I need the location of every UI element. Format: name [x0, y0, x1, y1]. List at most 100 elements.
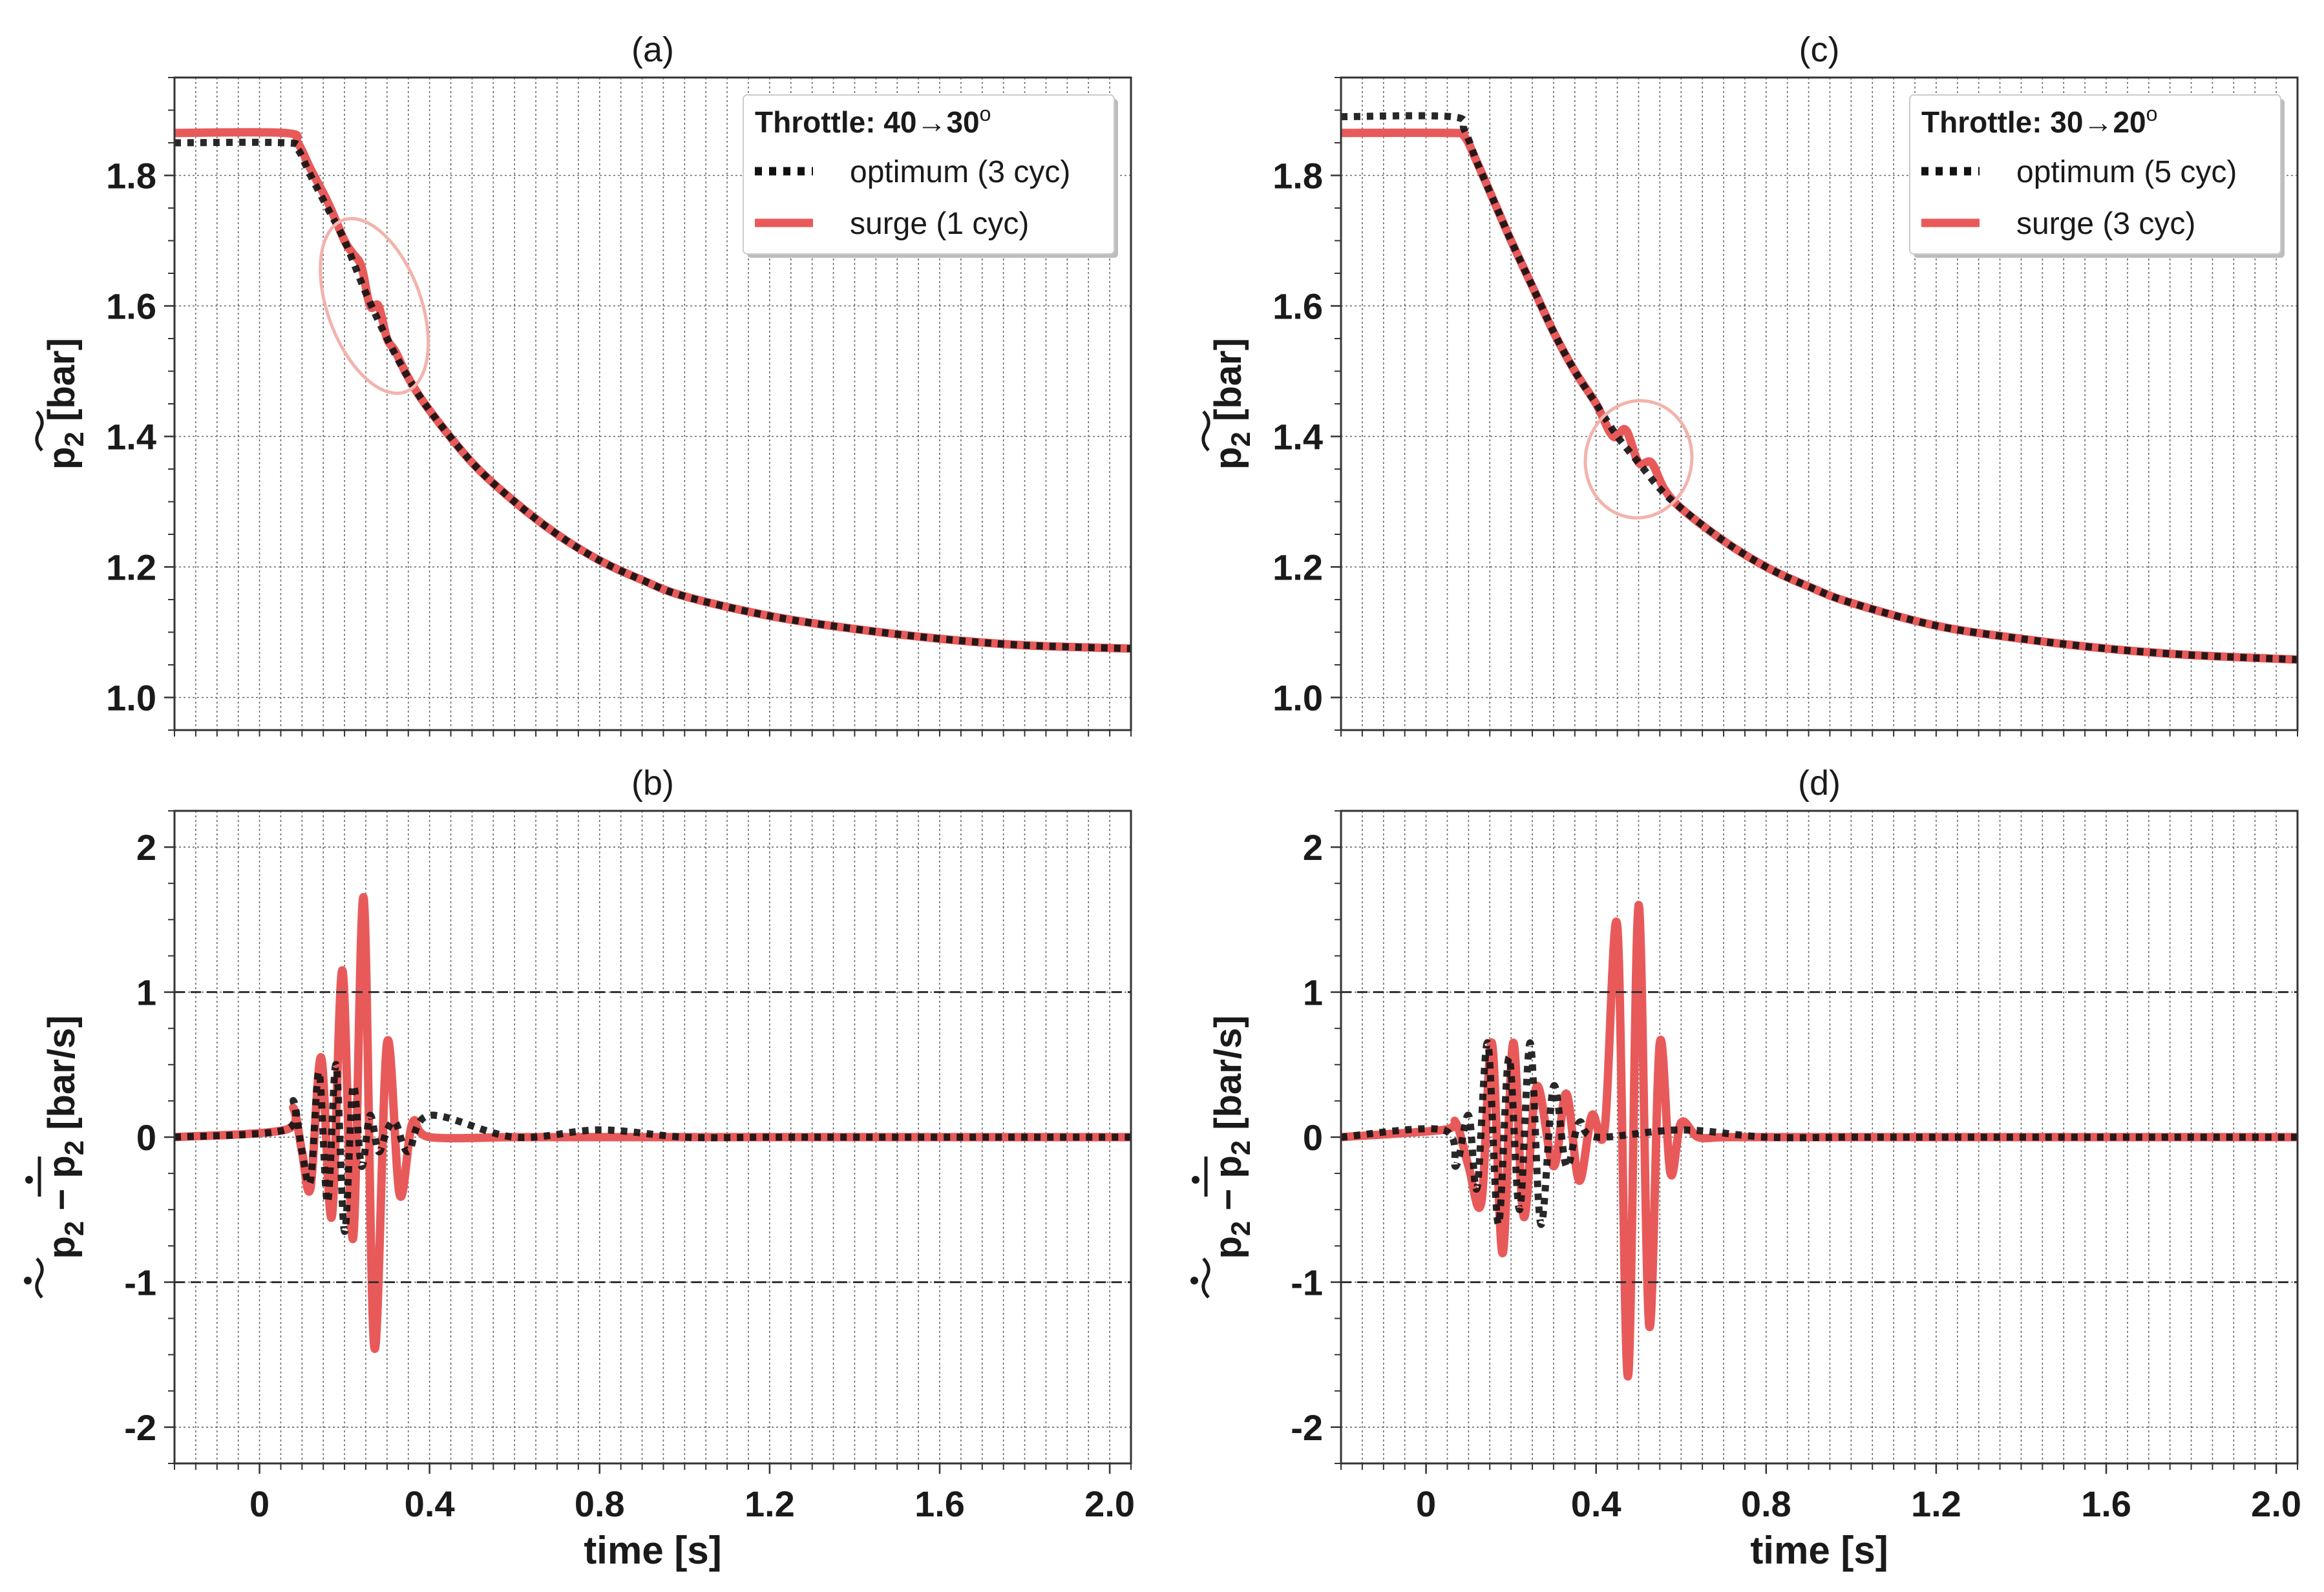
- ylabel-minus: −: [41, 1178, 83, 1221]
- ylabel-sub-2: 2: [59, 1140, 89, 1155]
- ylabel-unit: [bar]: [41, 338, 83, 432]
- y-tick-label: 1: [1303, 972, 1323, 1013]
- annotation-ellipse: [319, 216, 430, 395]
- ylabel-main-2: p: [1207, 1155, 1249, 1178]
- xlabel: time [s]: [1750, 1529, 1888, 1572]
- x-tick-label: 1.6: [914, 1483, 965, 1524]
- x-tick-label: 0: [249, 1483, 269, 1524]
- ylabel-main: p: [41, 1236, 83, 1259]
- y-tick-label: 1.6: [106, 286, 156, 327]
- legend-title-deg: o: [980, 102, 991, 125]
- panel-title: (d): [1798, 764, 1841, 802]
- y-tick-label: -2: [1291, 1407, 1323, 1448]
- y-tick-label: 1.0: [106, 678, 156, 718]
- y-tick-label: 0: [136, 1117, 156, 1158]
- ylabel-unit: [bar/s]: [1207, 1015, 1249, 1140]
- y-tick-label: -1: [1291, 1262, 1323, 1303]
- ylabel-minus: −: [1207, 1178, 1249, 1221]
- y-tick-label: -2: [124, 1407, 156, 1448]
- x-tick-label: 0: [1416, 1483, 1436, 1524]
- y-tick-label: 1.4: [106, 417, 156, 457]
- dot-mark: [24, 1277, 32, 1284]
- legend-optimum-label: optimum (5 cyc): [2016, 155, 2237, 189]
- series-surge-line: [174, 893, 1131, 1354]
- series-optimum-line: [1341, 112, 2298, 664]
- y-tick-label: 1.4: [1273, 417, 1323, 457]
- x-tick-label: 1.2: [745, 1483, 795, 1524]
- ylabel-sub: 2: [1225, 1221, 1256, 1236]
- ylabel-sub: 2: [59, 432, 89, 446]
- y-tick-label: 1.0: [1273, 678, 1323, 718]
- x-tick-label: 0.4: [405, 1483, 455, 1524]
- legend-box: [1909, 94, 2281, 255]
- svg-text:Throttle: 30→20o: Throttle: 30→20o: [1921, 102, 2157, 139]
- y-tick-label: 1: [136, 972, 156, 1013]
- legend-optimum-label: optimum (3 cyc): [850, 155, 1070, 189]
- y-tick-label: 1.6: [1273, 286, 1323, 327]
- y-tick-label: 1.2: [106, 547, 156, 588]
- tilde-mark: [1201, 410, 1210, 452]
- legend-box: [743, 94, 1115, 255]
- panel-title: (a): [631, 30, 674, 69]
- legend-title-bold: Throttle: [755, 105, 865, 139]
- series-optimum-line: [1341, 1039, 2298, 1228]
- annotation-ellipse: [1583, 399, 1694, 520]
- tilde-mark: [35, 410, 44, 452]
- ylabel: p2 [bar]: [1201, 338, 1256, 470]
- tilde-mark: [35, 1257, 44, 1299]
- ylabel-main: p: [1207, 446, 1249, 469]
- legend-surge-label: surge (1 cyc): [850, 207, 1029, 241]
- ylabel-main: p: [41, 446, 83, 469]
- y-tick-label: 2: [136, 827, 156, 868]
- y-tick-label: 1.8: [106, 156, 156, 196]
- ylabel: p2 [bar]: [35, 338, 89, 470]
- x-tick-label: 0.8: [1741, 1483, 1791, 1524]
- series-optimum-line: [174, 138, 1131, 653]
- dot-mark-2: [25, 1176, 33, 1184]
- ylabel-sub-2: 2: [1225, 1140, 1256, 1155]
- dot-mark-2: [1192, 1176, 1199, 1184]
- ylabel-unit: [bar]: [1207, 338, 1249, 432]
- legend-surge-label: surge (3 cyc): [2016, 207, 2195, 241]
- panel-c: (c) p2 [bar] 1.0 1.2 1.4 1.6 1.8 Throttle: 3…: [1201, 30, 2299, 737]
- x-tick-label: 1.2: [1911, 1483, 1961, 1524]
- legend: Throttle: 40→30o optimum (3 cyc) surge (…: [743, 94, 1118, 258]
- panel-title: (c): [1799, 30, 1840, 69]
- svg-text:p2 − p2 [bar/s]: p2 − p2 [bar/s]: [1207, 1015, 1256, 1259]
- x-tick-label: 0.8: [575, 1483, 625, 1524]
- legend-title-rest: : 30→20: [2032, 105, 2146, 139]
- legend-title-bold: Throttle: [1921, 105, 2032, 139]
- ylabel-main: p: [1207, 1236, 1249, 1259]
- y-tick-label: 1.8: [1273, 156, 1323, 196]
- x-tick-label: 0.4: [1571, 1483, 1622, 1524]
- ylabel-sub: 2: [1225, 432, 1256, 446]
- panel-a: (a) p2 [bar] 1.0 1.2 1.4 1.6 1.8 Throttle: 4…: [35, 30, 1132, 737]
- y-tick-label: -1: [124, 1262, 156, 1303]
- legend-title-deg: o: [2146, 102, 2158, 125]
- panel-title: (b): [631, 764, 674, 802]
- xlabel: time [s]: [584, 1529, 721, 1572]
- svg-text:p2 − p2 [bar/s]: p2 − p2 [bar/s]: [41, 1015, 89, 1259]
- x-tick-label: 2.0: [2251, 1483, 2301, 1524]
- y-tick-label: 1.2: [1273, 547, 1323, 588]
- tilde-mark: [1201, 1257, 1210, 1299]
- ylabel-main-2: p: [41, 1155, 83, 1178]
- svg-text:Throttle: 40→30o: Throttle: 40→30o: [755, 102, 991, 139]
- ylabel: p2 − p2 [bar/s]: [24, 1015, 89, 1299]
- ylabel: p2 − p2 [bar/s]: [1190, 1015, 1256, 1299]
- series-optimum-line: [174, 1061, 1131, 1235]
- y-tick-label: 0: [1303, 1117, 1323, 1158]
- legend-title-rest: : 40→30: [865, 105, 979, 139]
- svg-text:p2 [bar]: p2 [bar]: [1207, 338, 1256, 470]
- dot-mark: [1190, 1277, 1198, 1284]
- x-tick-label: 1.6: [2081, 1483, 2131, 1524]
- legend: Throttle: 30→20o optimum (5 cyc) surge (…: [1909, 94, 2285, 258]
- x-tick-label: 2.0: [1084, 1483, 1135, 1524]
- ylabel-unit: [bar/s]: [41, 1015, 83, 1140]
- svg-text:p2 [bar]: p2 [bar]: [41, 338, 89, 470]
- ylabel-sub: 2: [59, 1221, 89, 1236]
- y-tick-label: 2: [1303, 827, 1323, 868]
